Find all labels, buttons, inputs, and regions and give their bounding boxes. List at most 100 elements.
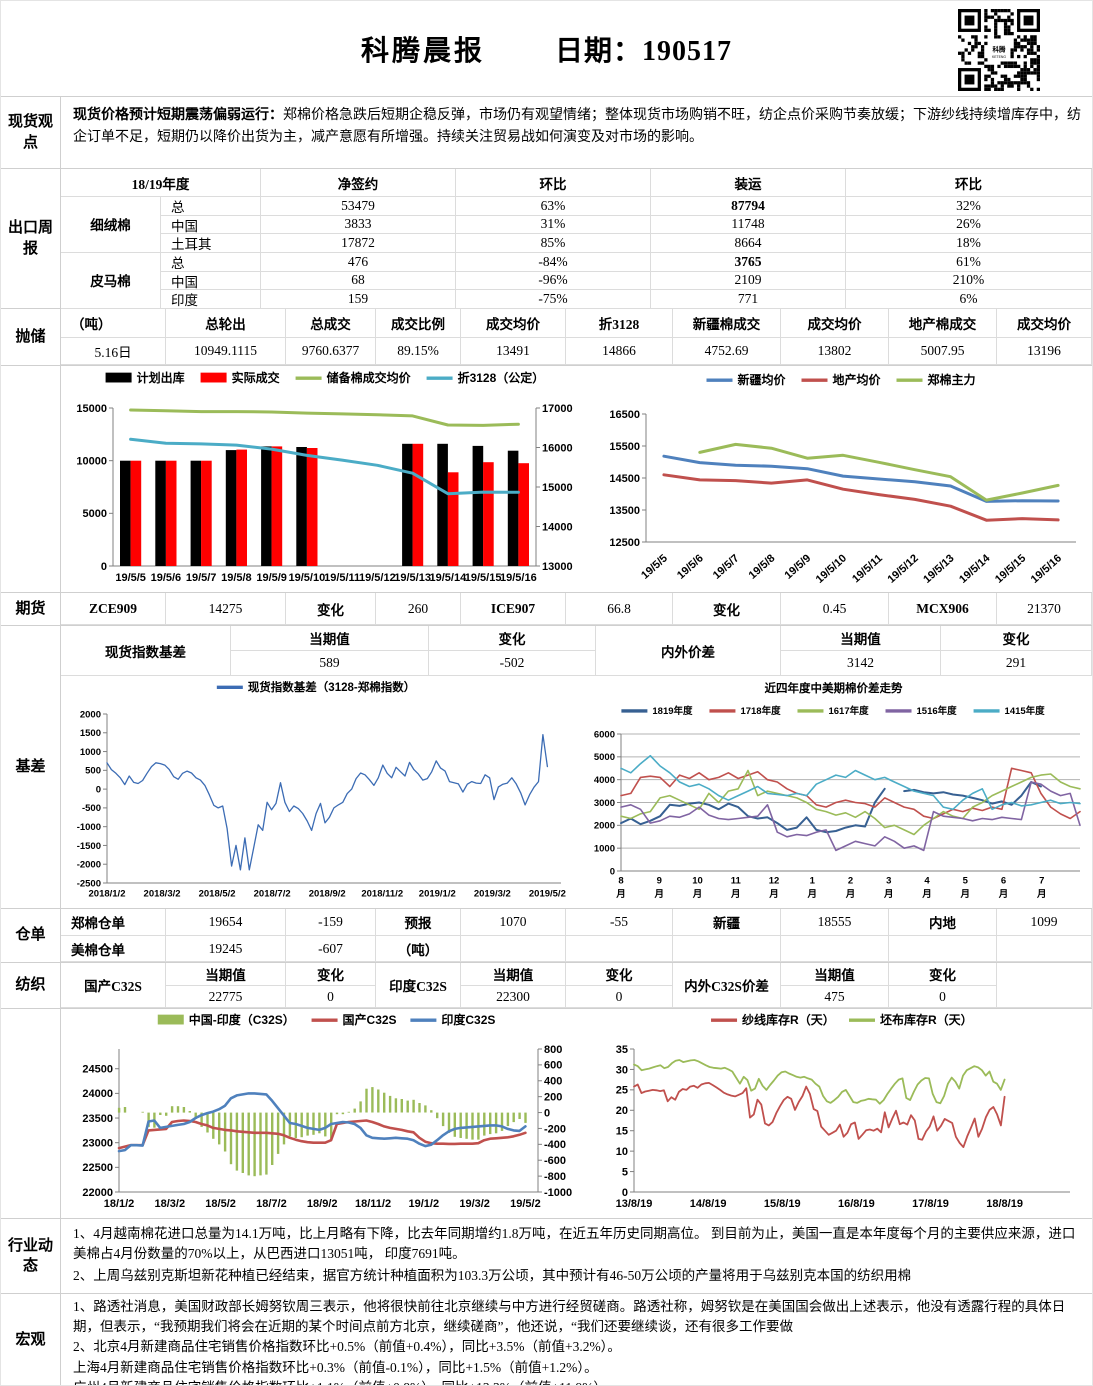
column-header: 成交均价 xyxy=(461,309,566,338)
table-cell: 3833 xyxy=(261,215,456,235)
svg-text:月: 月 xyxy=(615,889,626,900)
change-header: 变化 xyxy=(673,593,781,625)
report-header: 科腾晨报 日期：190517 科腾 KETENG xyxy=(1,1,1092,97)
column-header: 环比 xyxy=(456,169,651,197)
svg-text:-1000: -1000 xyxy=(77,822,101,833)
futures-table: ZCE909 14275 变化 260 ICE907 66.8 变化 0.45 … xyxy=(61,593,1092,625)
table-cell: -607 xyxy=(286,936,376,962)
row-label: 中国 xyxy=(161,215,261,235)
row-label: 印度 xyxy=(161,290,261,309)
svg-text:15: 15 xyxy=(616,1126,628,1138)
svg-text:13/8/19: 13/8/19 xyxy=(616,1198,653,1210)
table-cell: 19245 xyxy=(166,936,286,962)
svg-text:18/9/2: 18/9/2 xyxy=(307,1198,338,1210)
table-cell: 18% xyxy=(846,234,1092,253)
svg-text:印度C32S: 印度C32S xyxy=(441,1012,495,1027)
svg-text:19/5/8: 19/5/8 xyxy=(747,552,778,581)
macro-line: 上海4月新建商品住宅销售价格指数环比+0.3%（前值-0.1%），同比+1.5%… xyxy=(73,1359,598,1375)
svg-text:19/5/6: 19/5/6 xyxy=(675,552,706,581)
svg-text:1500: 1500 xyxy=(80,728,101,739)
svg-text:17000: 17000 xyxy=(542,403,573,415)
svg-text:19/5/8: 19/5/8 xyxy=(221,572,252,584)
svg-text:-500: -500 xyxy=(82,803,101,814)
svg-text:19/5/6: 19/5/6 xyxy=(151,572,182,584)
svg-text:19/5/11: 19/5/11 xyxy=(850,552,885,585)
table-cell: 17872 xyxy=(261,234,456,253)
table-cell: 13196 xyxy=(997,338,1092,365)
forecast-header: 预报 xyxy=(376,909,461,936)
svg-text:16500: 16500 xyxy=(609,409,640,421)
textile-section: 纺织 国产C32S 当期值 变化 印度C32S 当期值 变化 内外C32S价差 … xyxy=(1,963,1092,1009)
table-cell: 771 xyxy=(651,290,846,309)
svg-text:2019/1/2: 2019/1/2 xyxy=(419,889,456,900)
futures-section: 期货 ZCE909 14275 变化 260 ICE907 66.8 变化 0.… xyxy=(1,593,1092,626)
zce-contract: ZCE909 xyxy=(61,593,166,625)
c32s-spread-change: 0 xyxy=(889,986,997,1008)
reserve-charts-row: 0 5000 10000 15000 13000 14000 15000 16000 17000… xyxy=(1,366,1092,593)
spot-view-section: 现货观点 现货价格预计短期震荡偏弱运行：郑棉价格急跌后短期企稳反弹，市场仍有观望… xyxy=(1,97,1092,169)
svg-text:国产C32S: 国产C32S xyxy=(343,1012,397,1027)
column-header: 地产棉成交 xyxy=(889,309,997,338)
table-cell: 1099 xyxy=(997,909,1092,936)
svg-text:计划出库: 计划出库 xyxy=(137,370,185,385)
industry-section: 行业动态 1、4月越南棉花进口总量为14.1万吨，比上月略有下降，比去年同期增约… xyxy=(1,1219,1092,1294)
svg-text:储备棉成交均价: 储备棉成交均价 xyxy=(327,370,412,385)
spread-current-value: 3142 xyxy=(781,651,941,676)
svg-text:19/5/10: 19/5/10 xyxy=(289,572,326,584)
svg-text:13500: 13500 xyxy=(609,505,640,517)
svg-text:10000: 10000 xyxy=(76,456,107,468)
svg-text:200: 200 xyxy=(544,1092,562,1104)
svg-text:4000: 4000 xyxy=(594,775,615,786)
empty-label xyxy=(1,1009,61,1218)
svg-text:19/5/16: 19/5/16 xyxy=(500,572,537,584)
svg-text:-200: -200 xyxy=(544,1123,566,1135)
report-date: 日期：190517 xyxy=(555,35,733,67)
svg-text:2019/3/2: 2019/3/2 xyxy=(474,889,511,900)
india-c32s-change: 0 xyxy=(566,986,673,1008)
svg-text:2000: 2000 xyxy=(594,821,615,832)
svg-text:2018/3/2: 2018/3/2 xyxy=(144,889,181,900)
svg-text:2019/5/2: 2019/5/2 xyxy=(529,889,566,900)
svg-text:3000: 3000 xyxy=(594,798,615,809)
svg-text:-1500: -1500 xyxy=(77,841,101,852)
svg-text:19/5/11: 19/5/11 xyxy=(324,572,360,584)
svg-text:19/5/9: 19/5/9 xyxy=(782,552,813,581)
domestic-c32s-change: 0 xyxy=(286,986,376,1008)
svg-text:18/1/2: 18/1/2 xyxy=(104,1198,135,1210)
svg-text:0: 0 xyxy=(96,784,101,795)
industry-label: 行业动态 xyxy=(1,1219,61,1293)
svg-text:6000: 6000 xyxy=(594,729,615,740)
svg-text:19/5/15: 19/5/15 xyxy=(465,572,502,584)
column-header: 变化 xyxy=(941,626,1092,651)
table-cell: 14866 xyxy=(566,338,673,365)
ice-change: 0.45 xyxy=(781,593,889,625)
table-cell xyxy=(461,936,566,962)
svg-text:-600: -600 xyxy=(544,1155,566,1167)
empty-cell xyxy=(997,963,1092,1008)
svg-text:500: 500 xyxy=(85,766,101,777)
svg-text:8: 8 xyxy=(618,876,623,887)
ice-contract: ICE907 xyxy=(461,593,566,625)
svg-text:科腾: 科腾 xyxy=(993,45,1007,54)
svg-text:19/5/12: 19/5/12 xyxy=(885,552,920,585)
reserve-label: 抛储 xyxy=(1,309,61,365)
macro-line: 1、路透社消息，美国财政部长姆努钦周三表示，他将很快前往北京继续与中方进行经贸磋… xyxy=(73,1299,1066,1334)
table-cell: 2109 xyxy=(651,271,846,291)
svg-text:-800: -800 xyxy=(544,1171,566,1183)
svg-text:19/5/14: 19/5/14 xyxy=(957,552,993,586)
textile-label: 纺织 xyxy=(1,963,61,1008)
svg-text:3: 3 xyxy=(886,876,891,887)
table-cell: 13491 xyxy=(461,338,566,365)
svg-text:1819年度: 1819年度 xyxy=(652,705,693,717)
svg-text:19/3/2: 19/3/2 xyxy=(459,1198,490,1210)
table-cell: -55 xyxy=(566,909,673,936)
receipts-table: 郑棉仓单 19654 -159 预报 1070 -55 新疆 18555 内地 … xyxy=(61,909,1092,962)
svg-text:19/5/5: 19/5/5 xyxy=(639,552,670,581)
page-title: 科腾晨报 xyxy=(360,35,485,67)
table-cell: 85% xyxy=(456,234,651,253)
svg-text:23500: 23500 xyxy=(82,1113,113,1125)
table-cell: 53479 xyxy=(261,197,456,216)
unit-label: （吨） xyxy=(376,936,461,962)
svg-text:25: 25 xyxy=(616,1085,628,1097)
